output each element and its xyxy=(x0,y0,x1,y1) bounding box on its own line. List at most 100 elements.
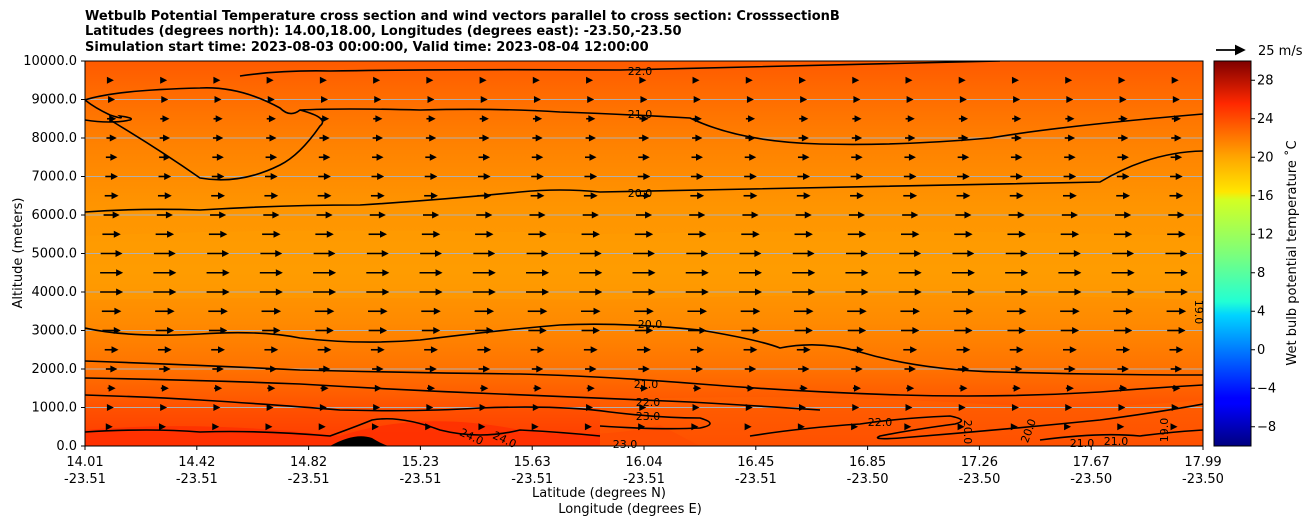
wind-vector xyxy=(847,230,867,238)
wind-vector xyxy=(1060,307,1080,315)
wind-vector-field xyxy=(100,76,1188,431)
wind-vector xyxy=(318,365,331,373)
wind-vector xyxy=(206,288,230,296)
wind-vector xyxy=(366,288,390,296)
wind-vector xyxy=(480,384,489,392)
y-tick-label: 2000.0 xyxy=(32,362,78,377)
wind-vector xyxy=(319,404,327,411)
x-axis-label: Latitude (degrees N) xyxy=(532,486,666,501)
wind-vector xyxy=(373,384,382,392)
wind-vector xyxy=(103,211,120,219)
wind-vector xyxy=(371,173,385,180)
wind-vector xyxy=(313,250,336,257)
wind-vector xyxy=(797,365,810,373)
contour-label: 21.0 xyxy=(628,108,653,121)
wind-vector xyxy=(427,384,436,392)
wind-vector xyxy=(159,153,171,161)
x-tick-label-lon: -23.50 xyxy=(1070,472,1112,487)
colorbar-tick-label: 28 xyxy=(1257,73,1274,88)
wind-vector xyxy=(160,76,168,84)
wind-vector xyxy=(585,134,596,142)
wind-vector xyxy=(1005,288,1029,296)
wind-vector xyxy=(1005,250,1028,257)
wind-vector xyxy=(903,192,918,200)
wind-vector xyxy=(211,173,225,180)
colorbar-tick-label: 4 xyxy=(1257,304,1265,319)
wind-vector xyxy=(959,384,968,392)
wind-vector xyxy=(1064,134,1076,142)
wind-vector xyxy=(957,365,970,373)
contour-label: 23.0 xyxy=(613,438,638,451)
wind-vector xyxy=(847,307,867,315)
x-tick-label-lon: -23.50 xyxy=(1182,472,1224,487)
wind-vector xyxy=(797,423,805,431)
wind-vector xyxy=(426,115,436,123)
wind-vector xyxy=(212,365,224,373)
wind-vector xyxy=(738,269,762,277)
wind-vector xyxy=(903,173,917,180)
wind-vector xyxy=(213,404,221,411)
wind-vector xyxy=(746,384,755,392)
wind-vector xyxy=(266,134,277,142)
wind-vector xyxy=(639,384,649,392)
wind-vector xyxy=(1171,76,1179,84)
wind-vector xyxy=(632,269,656,277)
x-tick-label-lat: 15.63 xyxy=(514,455,551,470)
wind-vector xyxy=(477,173,491,180)
wind-vector xyxy=(161,96,169,103)
wind-vector xyxy=(212,153,224,161)
wind-vector xyxy=(1111,288,1135,296)
wind-vector xyxy=(635,211,653,219)
wind-vector xyxy=(1058,269,1082,277)
wind-vector xyxy=(685,288,709,296)
wind-vector xyxy=(318,423,326,431)
wind-vector xyxy=(159,134,171,142)
wind-vector xyxy=(264,346,279,354)
wind-vector xyxy=(156,211,173,219)
wind-vector xyxy=(1064,365,1076,373)
wind-vector xyxy=(639,404,647,411)
wind-vector xyxy=(637,346,651,354)
x-tick-label-lat: 14.42 xyxy=(178,455,215,470)
colorbar-ticks: −8 −4 0 4 8 12 16 20 24 28 xyxy=(1251,73,1276,435)
x-tick-label-lat: 16.04 xyxy=(625,455,662,470)
wind-vector xyxy=(585,365,597,373)
wind-vector xyxy=(852,115,862,123)
wind-vector xyxy=(319,134,330,142)
wind-vector xyxy=(1010,153,1023,161)
wind-vector xyxy=(1165,250,1188,257)
y-tick-label: 9000.0 xyxy=(32,93,78,108)
wind-vector xyxy=(584,173,598,180)
wind-vector xyxy=(586,384,595,392)
wind-vector xyxy=(1117,423,1125,431)
wind-vector xyxy=(532,76,540,84)
wind-vector xyxy=(372,134,383,142)
wind-vector xyxy=(479,76,487,84)
x-tick-label-lat: 15.23 xyxy=(402,455,439,470)
contour-label: 20.0 xyxy=(638,318,663,331)
wind-vector xyxy=(1119,96,1127,103)
wind-vector xyxy=(213,115,223,123)
wind-vector xyxy=(692,134,703,142)
wind-vector xyxy=(900,230,920,238)
wind-vector xyxy=(1170,365,1183,373)
wind-vector xyxy=(478,365,491,373)
wind-vector xyxy=(847,327,867,334)
wind-vector xyxy=(425,153,437,161)
wind-vector xyxy=(634,307,654,315)
wind-vector xyxy=(210,211,227,219)
wind-vector xyxy=(528,327,547,334)
wind-vector xyxy=(533,384,542,392)
wind-vector xyxy=(742,211,759,219)
wind-vector xyxy=(105,153,118,161)
wind-vector xyxy=(640,96,648,103)
wind-vector xyxy=(1010,173,1023,180)
wind-vector xyxy=(743,192,758,200)
wind-vector xyxy=(634,230,654,238)
contour-label: 22.0 xyxy=(636,396,661,409)
wind-vector xyxy=(318,173,331,180)
wind-vector xyxy=(739,250,762,257)
wind-vector xyxy=(528,230,547,238)
wind-vector xyxy=(1168,211,1185,219)
wind-vector xyxy=(1171,115,1181,123)
